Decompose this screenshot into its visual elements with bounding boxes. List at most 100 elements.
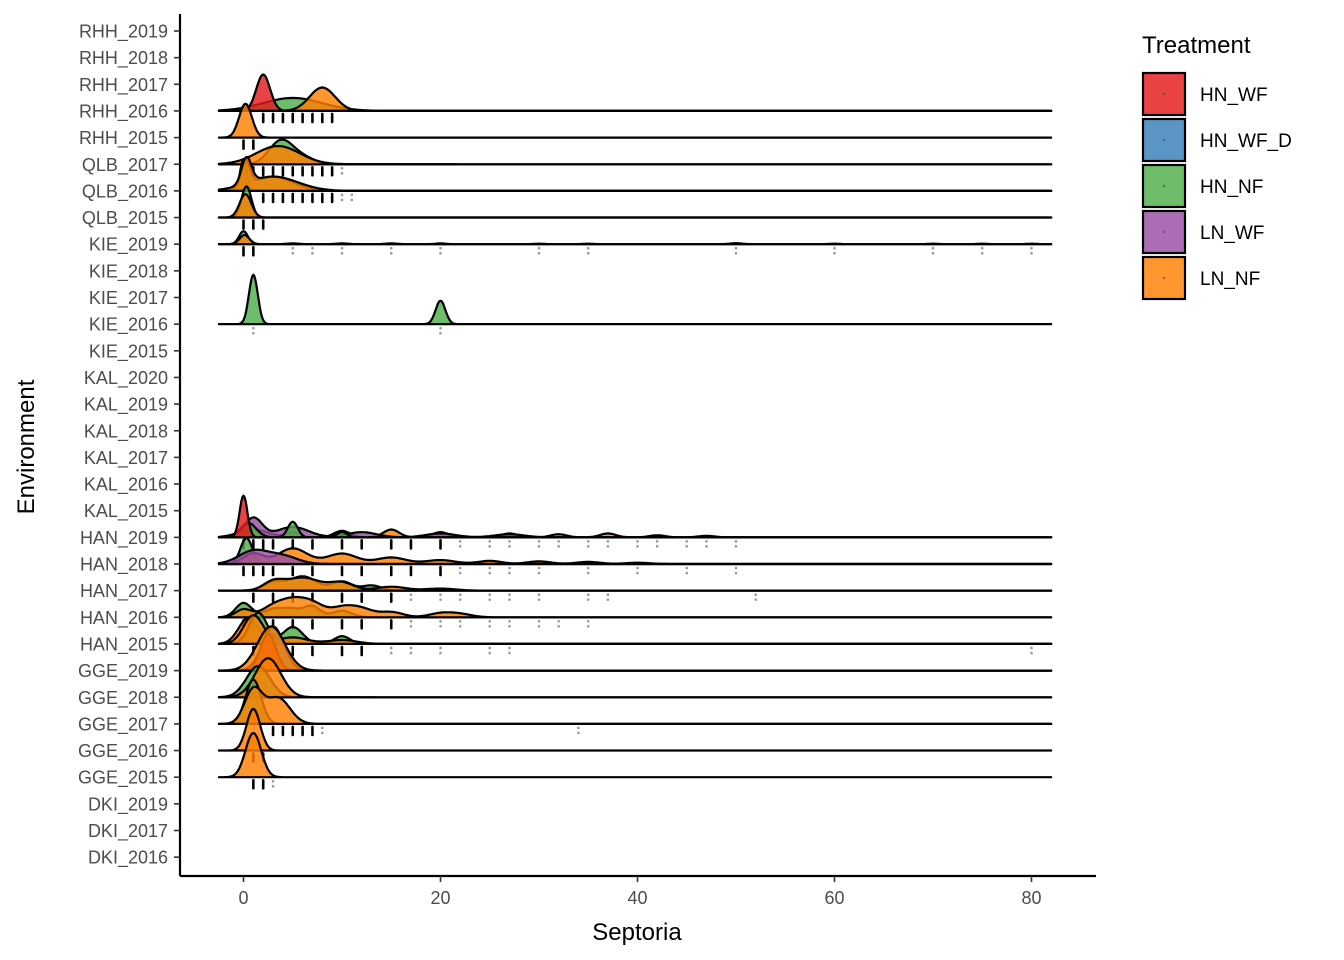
legend-title: Treatment: [1142, 32, 1251, 59]
point-han-2019-42: [655, 540, 659, 543]
y-tick-label-han-2017: HAN_2017: [80, 581, 168, 602]
point-kie-2019-7: [311, 251, 314, 255]
legend: Treatment HN_WF HN_WF_D HN_NF LN_WF LN_NF: [1141, 32, 1292, 301]
point-han-2019-22: [458, 540, 462, 543]
y-tick-label-dki-2017: DKI_2017: [88, 821, 168, 842]
point-han-2015-20: [439, 646, 442, 650]
point-han-2018-45: [685, 566, 689, 570]
y-tick-label-han-2015: HAN_2015: [80, 634, 168, 655]
point-kie-2016-20: [439, 326, 442, 330]
point-han-2017-20: [439, 598, 442, 601]
point-kie-2016-1: [252, 331, 255, 335]
density-han-2015-ln-nf: [217, 614, 1053, 645]
point-han-2015-80: [1030, 646, 1033, 650]
density-qlb-2016-ln-nf: [217, 155, 1053, 192]
point-kie-2019-7: [311, 246, 314, 250]
density-han-2019-hn-wf: [217, 494, 1053, 539]
point-han-2016-20: [439, 625, 442, 628]
point-han-2017-37: [606, 598, 610, 601]
point-han-2015-25: [488, 646, 492, 650]
point-qlb-2016-10: [340, 198, 344, 202]
ridge-han-2019: [217, 494, 1053, 550]
point-han-2016-20: [439, 620, 442, 623]
density-han-2019-hn-nf: [217, 520, 1053, 539]
point-han-2019-40: [636, 545, 639, 548]
y-tick-label-kie-2016: KIE_2016: [89, 315, 168, 336]
x-tick-label-0: 0: [238, 888, 248, 908]
point-han-2018-35: [586, 571, 590, 575]
point-gge-2017-34: [577, 731, 580, 735]
point-han-2016-27: [508, 625, 511, 628]
point-han-2017-17: [409, 593, 413, 596]
point-han-2019-42: [655, 545, 659, 548]
density-qlb-2017-hn-nf: [217, 138, 1053, 166]
ridge-qlb-2017: [217, 138, 1053, 177]
ridge-qlb-2016: [217, 155, 1053, 204]
point-han-2017-27: [508, 598, 511, 601]
point-han-2019-27: [508, 545, 511, 548]
density-han-2018-ln-wf: [217, 548, 1053, 566]
point-gge-2017-8: [321, 726, 324, 730]
point-han-2017-27: [508, 593, 511, 596]
density-qlb-2015-ln-nf: [217, 193, 1053, 219]
point-han-2018-22: [458, 566, 462, 570]
point-han-2016-17: [409, 625, 413, 628]
density-gge-2015-ln-nf: [217, 731, 1053, 779]
point-kie-2019-10: [340, 246, 344, 250]
y-tick-label-gge-2017: GGE_2017: [78, 714, 168, 735]
point-han-2015-15: [389, 646, 393, 650]
x-tick-label-40: 40: [627, 888, 647, 908]
point-han-2016-25: [488, 620, 492, 623]
ridge-han-2017: [217, 575, 1053, 603]
ridge-gge-2018: [217, 657, 1053, 699]
y-tick-label-gge-2016: GGE_2016: [78, 741, 168, 762]
point-han-2015-25: [488, 651, 492, 655]
y-tick-label-kie-2015: KIE_2015: [89, 341, 168, 362]
density-gge-2019-ln-nf: [217, 625, 1053, 672]
point-han-2018-27: [508, 571, 511, 575]
y-tick-label-han-2019: HAN_2019: [80, 528, 168, 549]
point-han-2018-45: [685, 571, 689, 575]
x-axis: 0 20 40 60 80: [180, 874, 1096, 908]
point-han-2019-25: [488, 545, 492, 548]
y-tick-label-qlb-2017: QLB_2017: [82, 155, 168, 176]
point-kie-2019-80: [1030, 251, 1033, 255]
point-han-2018-35: [586, 566, 590, 570]
point-kie-2019-60: [833, 251, 836, 255]
ridges-layer: [217, 73, 1053, 790]
point-han-2019-40: [636, 540, 639, 543]
point-han-2016-22: [458, 620, 462, 623]
point-han-2016-30: [537, 625, 541, 628]
point-han-2016-17: [409, 620, 413, 623]
point-han-2019-30: [537, 540, 541, 543]
density-rhh-2016-ln-nf: [217, 86, 1053, 112]
point-han-2016-27: [508, 620, 511, 623]
y-tick-label-han-2016: HAN_2016: [80, 608, 168, 629]
point-han-2016-35: [586, 620, 590, 623]
point-kie-2019-5: [291, 246, 295, 250]
density-han-2016-ln-nf: [217, 595, 1053, 619]
ridge-gge-2017: [217, 678, 1053, 737]
point-han-2019-37: [606, 545, 610, 548]
x-tick-label-60: 60: [824, 888, 844, 908]
ridge-kie-2016: [217, 273, 1053, 335]
point-kie-2019-10: [340, 251, 344, 255]
y-tick-label-gge-2015: GGE_2015: [78, 768, 168, 789]
density-gge-2018-ln-nf: [217, 657, 1053, 699]
point-han-2018-50: [734, 566, 738, 570]
point-qlb-2017-10: [340, 171, 344, 175]
point-kie-2016-1: [252, 326, 255, 330]
point-han-2019-35: [586, 545, 590, 548]
point-han-2017-52: [754, 593, 757, 596]
point-han-2015-15: [389, 651, 393, 655]
point-kie-2019-35: [586, 251, 590, 255]
point-han-2016-30: [537, 620, 541, 623]
ridge-gge-2015: [217, 731, 1053, 790]
y-tick-label-kal-2016: KAL_2016: [84, 475, 168, 496]
point-han-2015-27: [508, 651, 511, 655]
density-han-2018-ln-nf: [217, 547, 1053, 566]
point-han-2019-45: [685, 540, 689, 543]
y-tick-label-kal-2015: KAL_2015: [84, 501, 168, 522]
ridge-han-2018: [217, 536, 1053, 577]
point-han-2018-30: [537, 566, 541, 570]
